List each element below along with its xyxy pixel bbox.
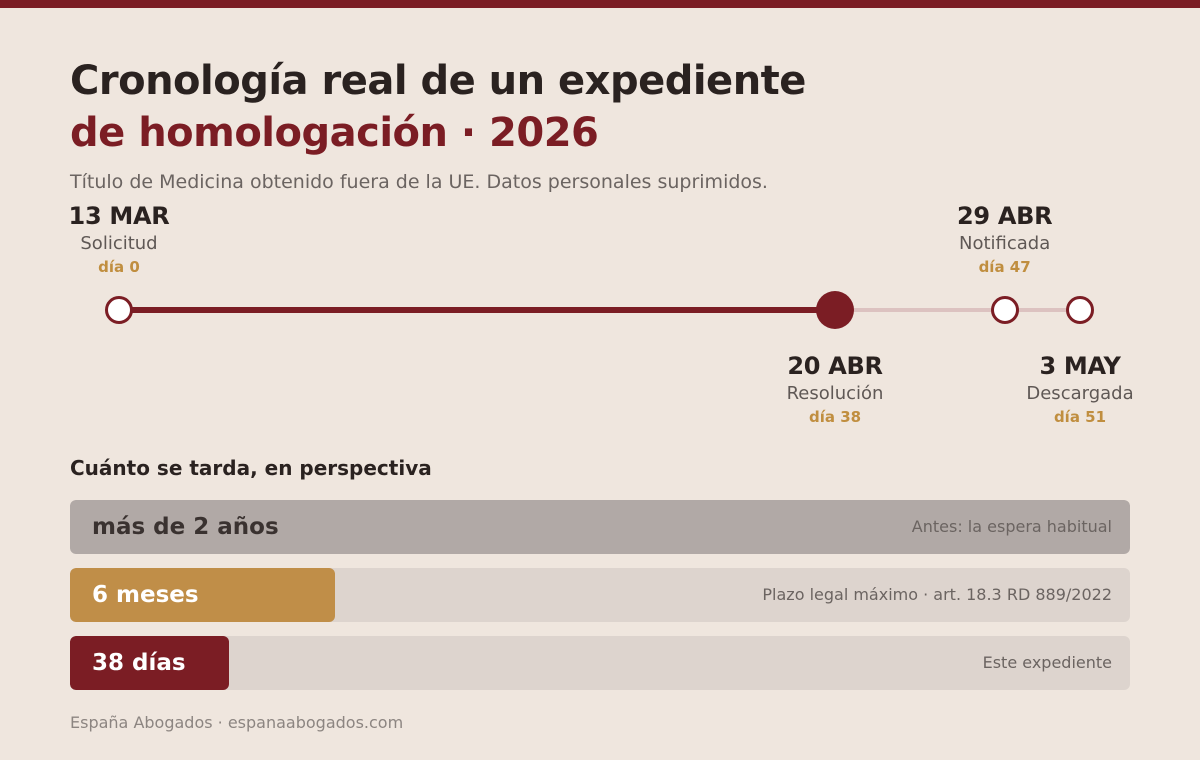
bar-value: 6 meses (92, 582, 199, 608)
subtitle: Título de Medicina obtenido fuera de la … (70, 171, 768, 193)
bar-label: Plazo legal máximo · art. 18.3 RD 889/20… (762, 585, 1112, 604)
timeline-event-2: 20 ABR Resolución día 38 (735, 351, 935, 428)
timeline-dot-4 (1066, 296, 1094, 324)
event-label: Descargada (1026, 383, 1134, 404)
comparison-bar-1: más de 2 años Antes: la espera habitual (70, 500, 1130, 554)
bar-fill (70, 568, 335, 622)
bar-value: 38 días (92, 650, 186, 676)
event-label: Solicitud (80, 233, 158, 254)
timeline-dot-3 (990, 296, 1019, 324)
timeline-event-4: 3 MAY Descargada día 51 (980, 351, 1180, 428)
event-day: día 51 (1053, 408, 1107, 426)
event-label: Resolución (786, 383, 884, 404)
timeline-progress (119, 307, 836, 313)
bar-value: más de 2 años (92, 514, 279, 540)
top-accent-bar (0, 0, 1200, 8)
comparison-bar-3: 38 días Este expediente (70, 636, 1130, 690)
title-line-2: de homologación · 2026 (70, 110, 599, 156)
event-day: día 47 (978, 258, 1031, 276)
title-line-1: Cronología real de un expediente (70, 58, 806, 104)
comparison-bar-2: 6 meses Plazo legal máximo · art. 18.3 RD… (70, 568, 1130, 622)
timeline-event-3: 29 ABR Notificada día 47 (905, 201, 1105, 278)
timeline-dot-1 (105, 296, 133, 324)
bar-fill (70, 636, 229, 690)
bar-label: Antes: la espera habitual (911, 517, 1112, 536)
event-day: día 0 (98, 258, 140, 276)
timeline-dot-2 (816, 291, 855, 329)
timeline-event-1: 13 MAR Solicitud día 0 (19, 201, 219, 278)
footer-credit: España Abogados · espanaabogados.com (70, 713, 404, 732)
event-date: 3 MAY (1039, 352, 1121, 380)
event-date: 13 MAR (68, 202, 170, 230)
bar-label: Este expediente (982, 653, 1112, 672)
event-label: Notificada (958, 233, 1051, 254)
perspective-title: Cuánto se tarda, en perspectiva (70, 456, 432, 480)
event-day: día 38 (808, 408, 862, 426)
event-date: 20 ABR (787, 352, 883, 380)
bar-fill (70, 500, 1130, 554)
event-date: 29 ABR (956, 202, 1053, 230)
page-title: Cronología real de un expediente de homo… (70, 55, 806, 159)
